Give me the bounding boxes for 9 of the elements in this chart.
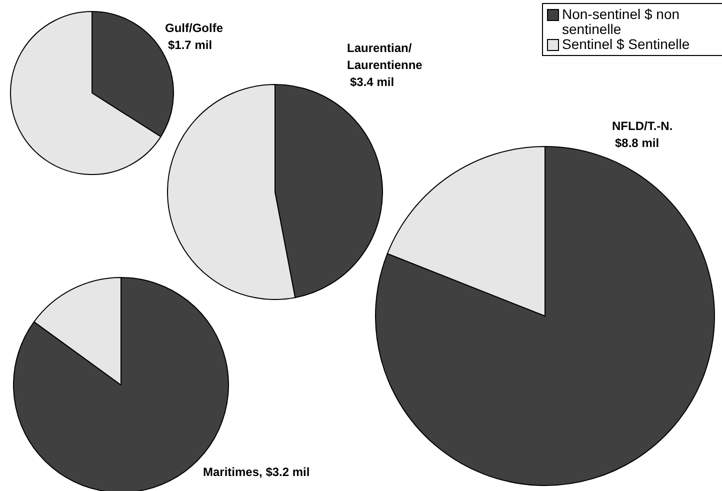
text: Gulf/Golfe [165,20,223,37]
chart-subtitle: $8.8 mil [614,135,660,152]
legend-label: Sentinel $ Sentinelle [562,36,690,52]
legend-label: Non-sentinel $ non sentinelle [562,6,681,37]
chart-subtitle: $3.4 mil [349,74,396,91]
chart-title: Laurentian/Laurentienne [347,40,422,74]
chart-title: NFLD/T.-N. [612,118,673,135]
text: $1.7 mil [167,37,214,54]
text: Maritimes, $3.2 mil [203,464,310,481]
